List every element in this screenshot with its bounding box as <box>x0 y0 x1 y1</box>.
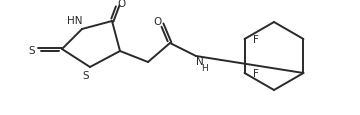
Text: F: F <box>253 35 258 45</box>
Text: O: O <box>154 17 162 27</box>
Text: H: H <box>202 64 208 73</box>
Text: S: S <box>83 70 89 80</box>
Text: S: S <box>29 46 35 56</box>
Text: HN: HN <box>67 16 83 26</box>
Text: F: F <box>253 68 258 78</box>
Text: N: N <box>196 56 204 66</box>
Text: O: O <box>118 0 126 9</box>
